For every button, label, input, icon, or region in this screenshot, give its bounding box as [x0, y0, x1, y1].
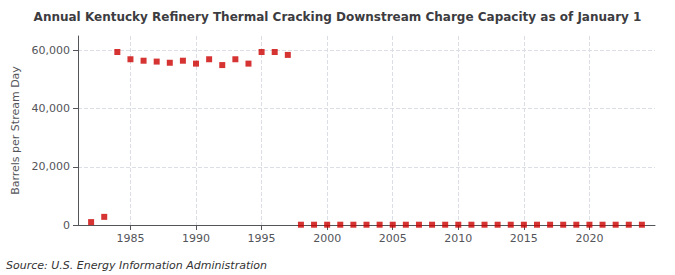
svg-text:Source: U.S. Energy Informatio: Source: U.S. Energy Information Administ…: [6, 259, 267, 272]
svg-text:Annual Kentucky Refinery Therm: Annual Kentucky Refinery Thermal Crackin…: [34, 10, 642, 24]
svg-text:2020: 2020: [575, 232, 603, 245]
svg-text:1985: 1985: [116, 232, 144, 245]
svg-text:20,000: 20,000: [32, 160, 71, 173]
svg-text:2000: 2000: [313, 232, 341, 245]
svg-text:0: 0: [63, 219, 70, 232]
svg-text:1990: 1990: [182, 232, 210, 245]
svg-text:2015: 2015: [510, 232, 538, 245]
svg-text:Barrels per Stream Day: Barrels per Stream Day: [9, 66, 22, 195]
svg-text:40,000: 40,000: [32, 102, 71, 115]
svg-text:60,000: 60,000: [32, 44, 71, 57]
svg-text:2010: 2010: [444, 232, 472, 245]
svg-text:1995: 1995: [248, 232, 276, 245]
svg-text:2005: 2005: [379, 232, 407, 245]
